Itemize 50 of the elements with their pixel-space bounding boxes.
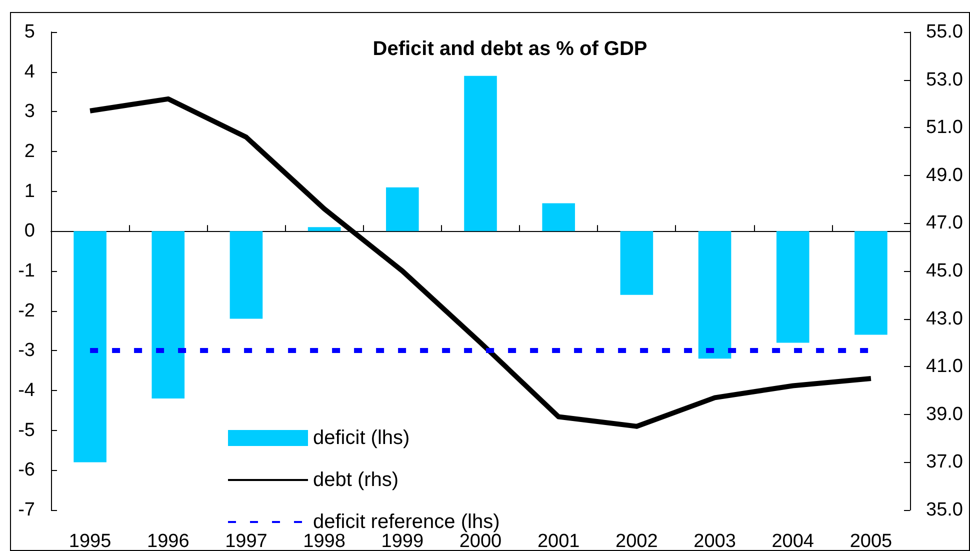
x-tick-label: 2002 (616, 531, 658, 551)
bar (74, 231, 106, 462)
legend-label: debt (rhs) (313, 469, 399, 491)
y2-tick-label: 43.0 (926, 308, 963, 330)
y-tick-label: 3 (24, 101, 35, 122)
x-tick-label: 2004 (772, 531, 814, 551)
x-tick-label: 1996 (146, 531, 190, 551)
y2-tick-label: 41.0 (926, 356, 963, 378)
legend-label: deficit (lhs) (313, 427, 410, 449)
y2-tick-label: 53.0 (926, 69, 963, 90)
y-tick-label: -5 (18, 420, 35, 441)
bar (230, 231, 263, 319)
y2-tick-label: 35.0 (926, 500, 963, 520)
bar (698, 231, 732, 359)
y-tick-label: -4 (18, 380, 36, 401)
legend-label: deficit reference (lhs) (313, 511, 500, 533)
y2-tick-label: 51.0 (926, 117, 963, 138)
bar (542, 203, 575, 232)
bar (386, 187, 419, 232)
x-tick-label: 2003 (694, 531, 736, 551)
y2-tick-label: 55.0 (926, 22, 963, 42)
bar (464, 76, 497, 232)
bar (152, 231, 185, 398)
y-tick-label: -7 (18, 500, 35, 520)
bar (308, 227, 341, 232)
x-tick-label: 1995 (68, 531, 112, 551)
y-tick-label: -3 (18, 340, 35, 362)
y2-tick-label: 37.0 (926, 452, 963, 473)
y2-tick-label: 49.0 (926, 164, 963, 186)
y2-tick-label: 47.0 (926, 212, 963, 234)
y-tick-label: -2 (18, 300, 35, 322)
x-tick-label: 2000 (459, 531, 502, 551)
y-tick-label: 5 (24, 22, 35, 42)
y-tick-label: 0 (24, 220, 35, 242)
bar (776, 231, 810, 343)
y-tick-label: 2 (24, 141, 35, 162)
y-tick-label: 4 (24, 61, 36, 82)
x-tick-label: 2001 (537, 531, 580, 551)
y-tick-label: -6 (18, 460, 35, 481)
y-tick-label: -1 (18, 260, 35, 282)
x-tick-label: 1998 (303, 531, 346, 551)
bar (620, 231, 654, 295)
y-tick-label: 1 (24, 180, 35, 202)
y2-tick-label: 39.0 (926, 404, 963, 425)
y2-tick-label: 45.0 (926, 260, 963, 282)
x-tick-label: 1999 (381, 531, 424, 551)
x-tick-label: 2005 (850, 531, 892, 551)
bar (854, 231, 888, 335)
chart-title: Deficit and debt as % of GDP (372, 38, 648, 60)
x-tick-label: 1997 (225, 531, 268, 551)
